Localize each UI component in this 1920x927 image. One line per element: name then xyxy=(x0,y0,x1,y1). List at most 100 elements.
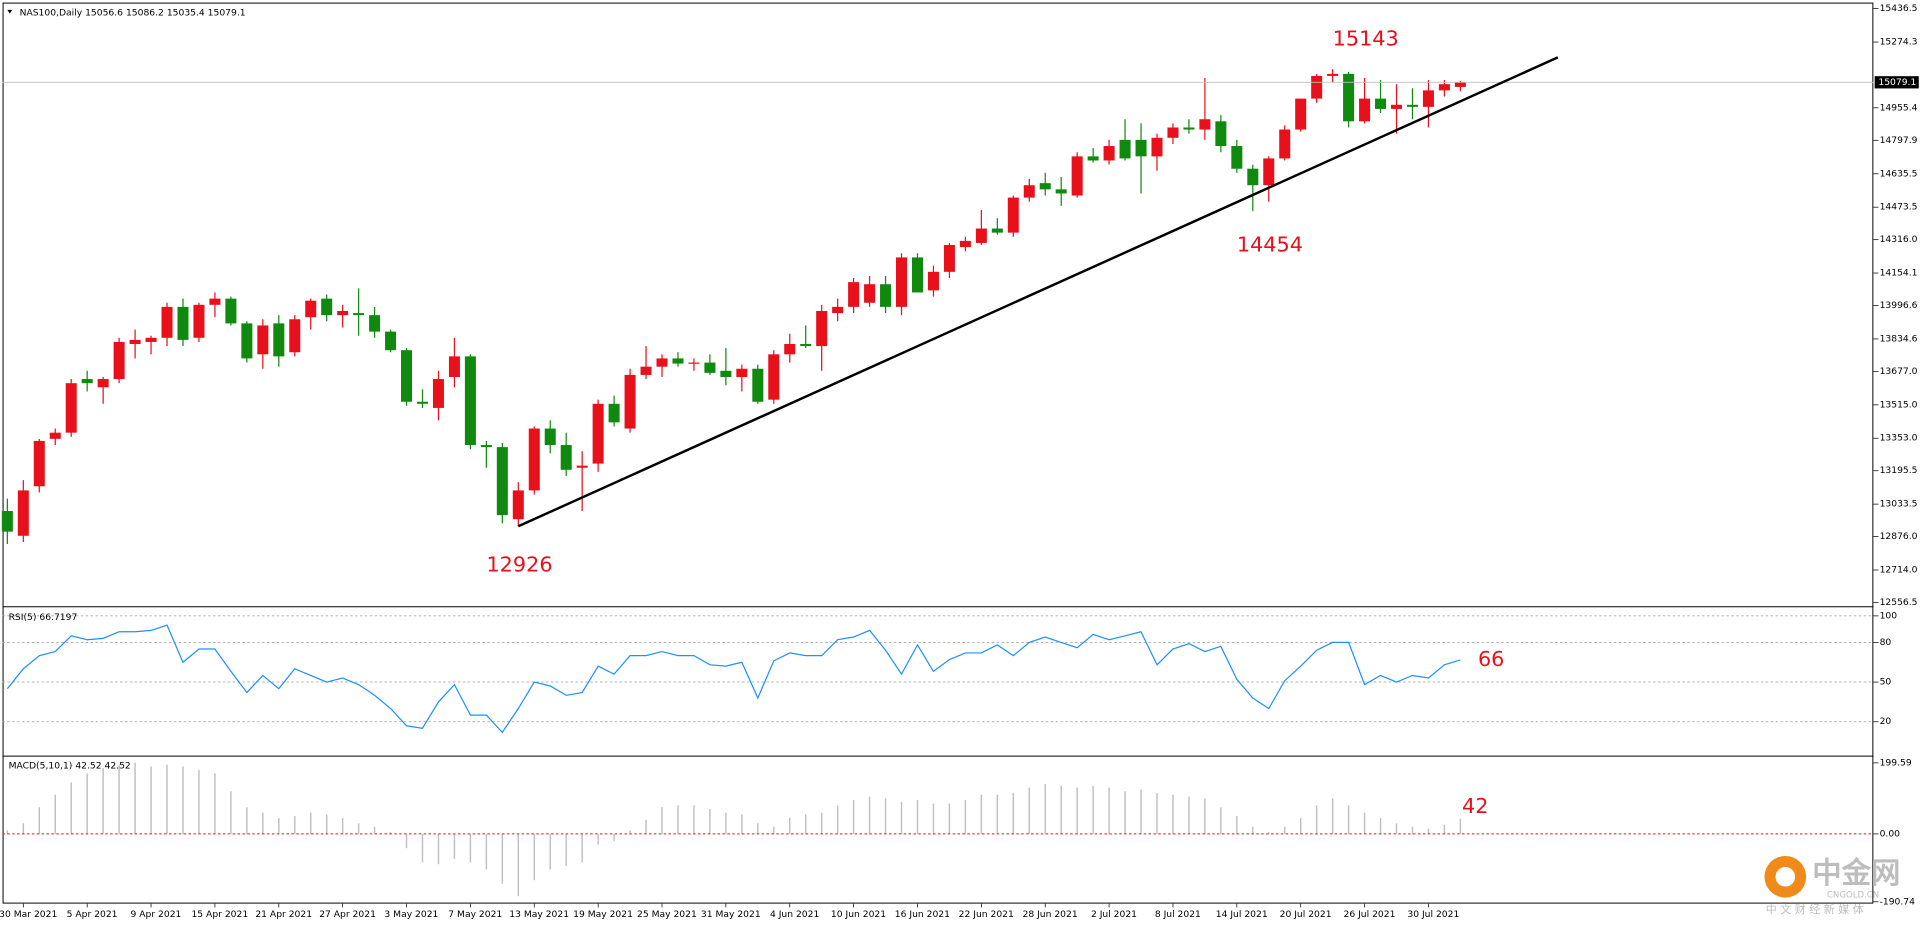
candle-body xyxy=(1039,183,1051,190)
candle-body xyxy=(1007,197,1019,233)
rsi-line xyxy=(6,624,1461,734)
candle-body xyxy=(225,298,237,324)
candle-body xyxy=(416,401,429,404)
candle-body xyxy=(528,428,540,491)
y-tick-label: 50 xyxy=(1880,677,1892,688)
x-tick-label: 19 May 2021 xyxy=(573,909,633,920)
candle-body xyxy=(448,356,460,377)
candle-body xyxy=(1279,129,1291,159)
indicator-annotation: 42 xyxy=(1462,794,1488,818)
indicator-name: MACD(5,10,1) xyxy=(9,760,73,771)
x-tick-label: 27 Apr 2021 xyxy=(319,909,376,920)
watermark-site: CNGOLD.CN xyxy=(1827,891,1879,901)
x-tick-label: 3 May 2021 xyxy=(384,909,438,920)
candle-body xyxy=(880,284,892,307)
candle-body xyxy=(1183,127,1195,130)
candle-body xyxy=(1023,185,1035,198)
candle-body xyxy=(1135,139,1147,157)
y-tick-label: 12556.5 xyxy=(1880,597,1918,608)
candle-body xyxy=(369,315,381,332)
y-tick-label: 13195.5 xyxy=(1880,465,1918,476)
candle-body xyxy=(832,306,844,314)
candle-body xyxy=(640,366,652,375)
candle-body xyxy=(800,344,812,347)
x-tick-label: 9 Apr 2021 xyxy=(131,909,182,920)
indicator-name: RSI(5) xyxy=(9,612,37,623)
candle-body xyxy=(1327,73,1339,76)
candle-body xyxy=(911,257,923,293)
x-tick-label: 20 Jul 2021 xyxy=(1280,909,1332,920)
y-tick-label: 100 xyxy=(1880,610,1898,621)
watermark-brand: 中金网 xyxy=(1812,856,1900,890)
candle-body xyxy=(848,282,860,307)
candle-body xyxy=(1343,73,1355,122)
y-tick-label: 13515.0 xyxy=(1880,399,1918,410)
x-tick-label: 8 Jul 2021 xyxy=(1155,909,1201,920)
candle-body xyxy=(1311,75,1323,99)
price-annotation: 12926 xyxy=(486,552,552,576)
price-annotation: 14454 xyxy=(1237,232,1303,256)
price-annotation: 15143 xyxy=(1333,27,1399,51)
candle-body xyxy=(97,379,109,388)
x-tick-label: 21 Apr 2021 xyxy=(255,909,312,920)
candle-body xyxy=(1087,156,1099,161)
candle-body xyxy=(959,240,971,248)
candle-body xyxy=(1359,98,1371,122)
candle-body xyxy=(1199,119,1211,130)
panel-header: RSI(5) 66.7197 xyxy=(9,612,78,623)
candle-body xyxy=(975,228,987,243)
candle-body xyxy=(1422,90,1434,107)
candle-body xyxy=(592,403,604,464)
y-tick-label: 13353.0 xyxy=(1880,433,1918,444)
candle-body xyxy=(1119,139,1131,159)
candle-body xyxy=(816,311,828,347)
candle-body xyxy=(656,358,668,367)
y-tick-label: 14316.0 xyxy=(1880,234,1918,245)
candle-body xyxy=(177,306,189,340)
y-tick-label: 14797.9 xyxy=(1880,135,1918,146)
y-tick-label: -190.74 xyxy=(1880,896,1916,907)
candle-body xyxy=(1071,156,1083,196)
candle-body xyxy=(337,311,349,316)
candle-body xyxy=(1454,82,1466,87)
x-tick-label: 10 Jun 2021 xyxy=(831,909,886,920)
candle-body xyxy=(49,432,61,439)
x-tick-label: 31 May 2021 xyxy=(701,909,761,920)
candle-body xyxy=(991,228,1003,233)
y-tick-label: 0.00 xyxy=(1880,828,1901,839)
ohlc-value: 15056.6 xyxy=(85,7,123,18)
symbol: NAS100,Daily xyxy=(20,7,83,18)
indicator-signal: 42.52 xyxy=(105,760,131,771)
candle-body xyxy=(81,379,93,384)
candle-body xyxy=(305,300,317,318)
candle-body xyxy=(512,490,524,520)
y-tick-label: 13834.6 xyxy=(1880,333,1918,344)
y-tick-label: 12714.0 xyxy=(1880,565,1918,576)
candle-body xyxy=(209,298,221,305)
y-tick-label: 15436.5 xyxy=(1880,3,1918,14)
candle-body xyxy=(1263,158,1275,186)
y-tick-label: 80 xyxy=(1880,637,1892,648)
candle-body xyxy=(672,358,684,364)
menu-arrow xyxy=(7,9,13,14)
ohlc-value: 15035.4 xyxy=(167,7,205,18)
current-price-label: 15079.1 xyxy=(1878,77,1916,88)
y-tick-label: 14473.5 xyxy=(1880,202,1918,213)
candle-body xyxy=(273,323,285,357)
candle-body xyxy=(1103,146,1115,161)
candle-body xyxy=(1375,98,1387,109)
candle-body xyxy=(1406,104,1418,107)
candle-body xyxy=(1,511,13,532)
candle-body xyxy=(496,447,508,516)
indicator-annotation: 66 xyxy=(1478,647,1504,671)
candle-body xyxy=(1247,168,1259,186)
candle-body xyxy=(1167,127,1179,138)
y-tick-label: 20 xyxy=(1880,716,1892,727)
candle-body xyxy=(560,445,572,470)
candle-body xyxy=(1215,121,1227,147)
candle-body xyxy=(576,465,588,468)
x-tick-label: 28 Jun 2021 xyxy=(1023,909,1078,920)
